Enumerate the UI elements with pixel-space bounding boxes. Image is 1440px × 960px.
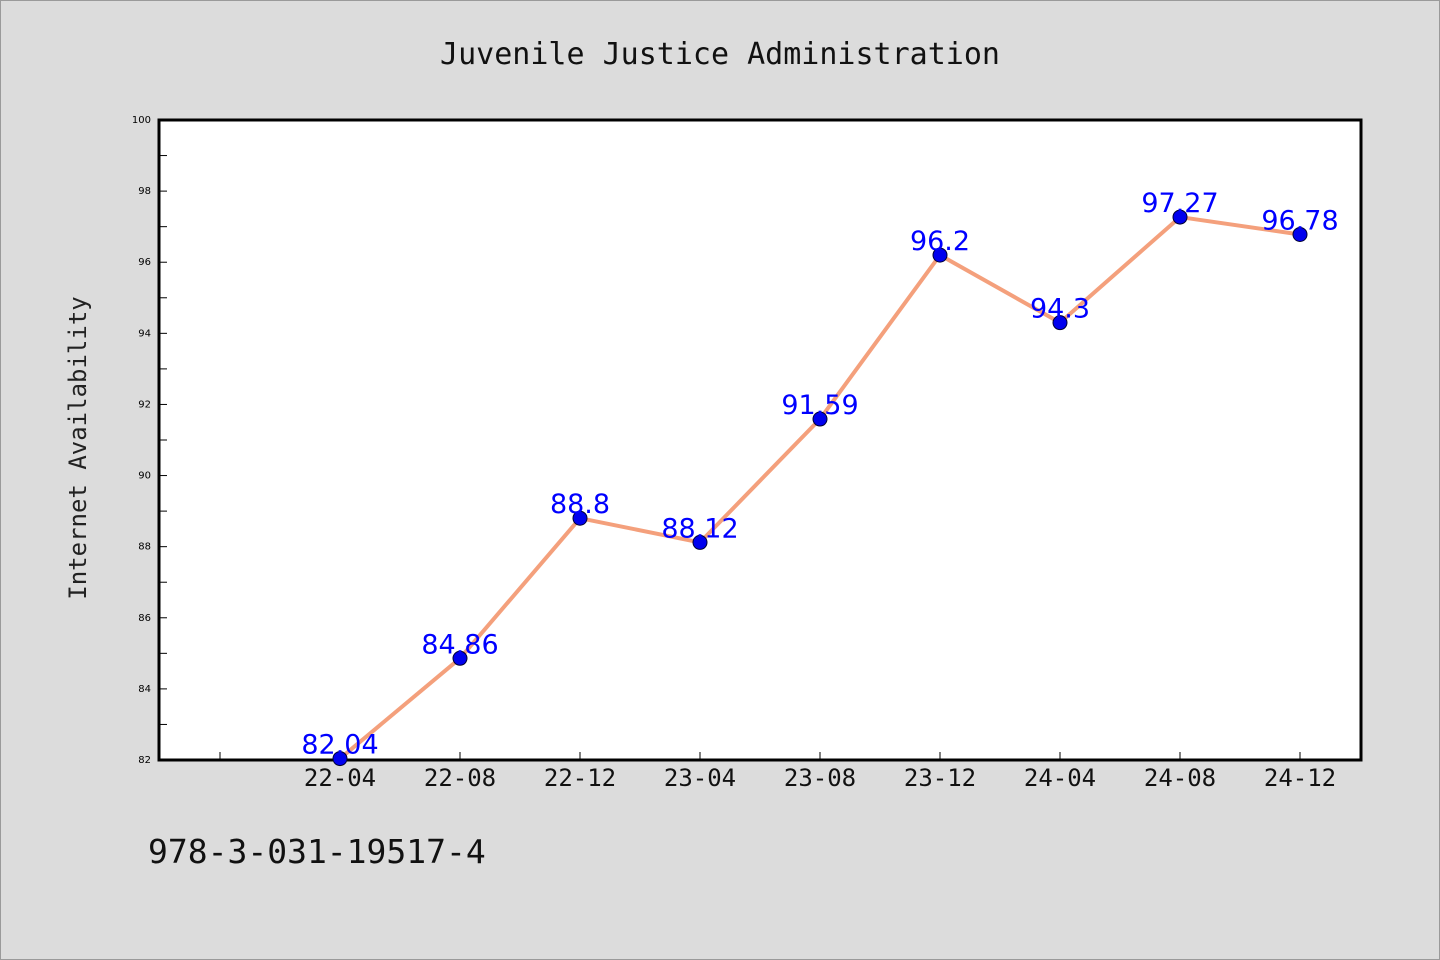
x-tick-label: 22-08 — [424, 764, 496, 792]
y-tick-label: 82 — [138, 755, 151, 766]
data-point — [452, 650, 468, 666]
x-tick-label: 24-04 — [1024, 764, 1096, 792]
data-point — [932, 247, 948, 263]
data-point — [1052, 315, 1068, 331]
data-label: 88.12 — [661, 513, 738, 544]
data-point — [572, 510, 588, 526]
y-tick-label: 94 — [138, 328, 151, 339]
x-tick-label: 23-12 — [904, 764, 976, 792]
plot-area — [157, 118, 1363, 762]
y-tick-label: 98 — [138, 186, 151, 197]
x-tick-label: 23-04 — [664, 764, 736, 792]
data-point — [332, 751, 348, 767]
footer-code: 978-3-031-19517-4 — [148, 832, 486, 871]
x-tick-label: 23-08 — [784, 764, 856, 792]
y-tick-label: 88 — [138, 542, 151, 553]
y-tick-label: 100 — [132, 115, 151, 126]
data-label: 88.8 — [550, 489, 610, 520]
chart-title: Juvenile Justice Administration — [440, 37, 1000, 72]
y-tick-label: 84 — [138, 684, 151, 695]
x-axis-ticks: 22-04 22-08 22-12 23-04 23-08 23-12 24-04 24-08… — [219, 752, 1336, 792]
x-tick-label: 22-12 — [544, 764, 616, 792]
y-tick-label: 86 — [138, 613, 151, 624]
data-label: 84.86 — [421, 629, 498, 660]
y-tick-label: 92 — [138, 399, 151, 410]
data-label: 91.59 — [781, 390, 858, 421]
data-point — [1292, 226, 1308, 242]
data-label: 96.2 — [910, 226, 970, 257]
x-tick-label: 24-12 — [1264, 764, 1336, 792]
y-tick-label: 96 — [138, 257, 151, 268]
data-label: 97.27 — [1141, 188, 1218, 219]
x-tick-label: 24-08 — [1144, 764, 1216, 792]
data-point — [692, 534, 708, 550]
y-axis-label: Internet Availability — [64, 296, 92, 599]
y-tick-label: 90 — [138, 471, 151, 482]
data-point — [812, 411, 828, 427]
data-point — [1172, 209, 1188, 225]
y-axis-ticks: 82 84 86 88 90 92 94 96 98 100 — [132, 115, 167, 766]
x-tick-label: 22-04 — [304, 764, 376, 792]
data-label: 96.78 — [1261, 205, 1338, 236]
series-line-group — [332, 209, 1308, 767]
data-label: 82.04 — [301, 730, 378, 761]
data-label: 94.3 — [1030, 294, 1090, 325]
data-labels: 82.04 84.86 88.8 88.12 91.59 96.2 94.3 97.27 96.… — [301, 188, 1338, 761]
